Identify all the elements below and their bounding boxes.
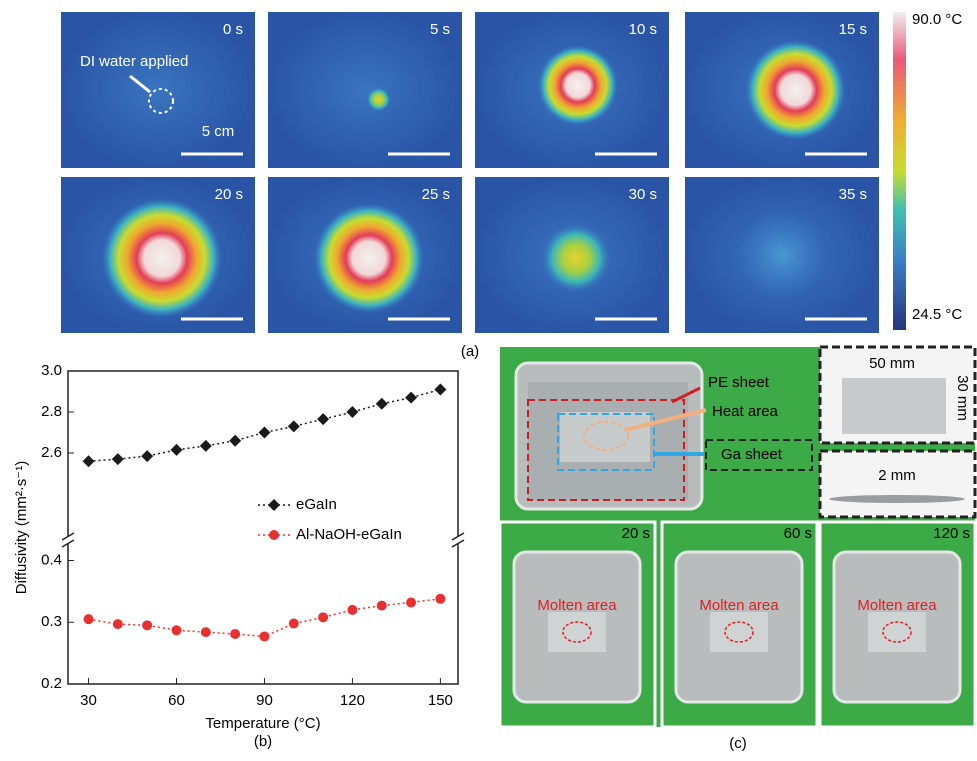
frame-time: 15 s	[839, 21, 867, 38]
marker	[406, 598, 416, 608]
y-tick-label: 2.6	[41, 444, 62, 461]
x-axis-label: Temperature (°C)	[205, 715, 320, 732]
marker	[318, 612, 328, 622]
hot-spot	[542, 224, 610, 292]
y-tick-label: 2.8	[41, 403, 62, 420]
pad	[710, 612, 768, 652]
dimension: 2 mm	[878, 467, 916, 484]
colorbar-min: 24.5 °C	[912, 306, 962, 323]
caption: (c)	[729, 735, 747, 752]
marker	[171, 625, 181, 635]
frame-time: 5 s	[430, 21, 450, 38]
hot-spot	[367, 87, 391, 111]
marker	[317, 413, 329, 425]
legend-label: eGaIn	[296, 496, 337, 513]
x-tick-label: 60	[168, 692, 185, 709]
scale-label: 5 cm	[202, 123, 235, 140]
marker	[170, 444, 182, 456]
marker	[142, 620, 152, 630]
x-tick-label: 150	[428, 692, 453, 709]
time-label: 20 s	[622, 525, 650, 542]
marker	[84, 614, 94, 624]
marker	[434, 383, 446, 395]
marker	[230, 629, 240, 639]
frame-time: 35 s	[839, 186, 867, 203]
series-line	[89, 389, 441, 461]
colorbar-max: 90.0 °C	[912, 11, 962, 28]
molten-label: Molten area	[537, 597, 617, 614]
y-axis-label: Diffusivity (mm²·s⁻¹)	[13, 461, 30, 594]
y-tick-label: 0.3	[41, 613, 62, 630]
panel-c: PE sheet Heat area Ga sheet 50 mm 30 mm …	[500, 347, 975, 727]
colorbar	[893, 12, 906, 330]
sheet-side	[829, 495, 965, 503]
hot-spot	[102, 198, 222, 318]
caption: (a)	[461, 343, 479, 360]
hot-spot	[538, 45, 618, 125]
marker	[83, 455, 95, 467]
marker	[288, 420, 300, 432]
y-tick-label: 0.4	[41, 551, 62, 568]
label: Heat area	[712, 403, 779, 420]
hot-spot	[746, 40, 846, 140]
x-tick-label: 120	[340, 692, 365, 709]
marker	[377, 601, 387, 611]
marker	[112, 453, 124, 465]
figure: 0 s 5 s 10 s 15 s 20 s 25 s 30 s 35 s DI water a…	[0, 0, 977, 756]
panel-b: 0.2 0.3 0.4 2.6 2.8 3.0 30 60 90 120 150 Temperatur…	[13, 362, 464, 750]
marker	[200, 440, 212, 452]
label: PE sheet	[708, 374, 770, 391]
panel-a: 0 s 5 s 10 s 15 s 20 s 25 s 30 s 35 s DI water a…	[61, 12, 879, 333]
dimension: 50 mm	[869, 355, 915, 372]
heat-pad	[560, 412, 650, 462]
marker	[259, 631, 269, 641]
time-label: 120 s	[933, 525, 970, 542]
y-tick-label: 3.0	[41, 362, 62, 379]
pad	[868, 612, 926, 652]
legend-marker	[268, 499, 280, 511]
marker	[229, 435, 241, 447]
caption: (b)	[254, 733, 272, 750]
hot-spot	[737, 210, 827, 300]
label: Ga sheet	[721, 446, 783, 463]
frame-time: 25 s	[422, 186, 450, 203]
marker	[258, 427, 270, 439]
marker	[405, 392, 417, 404]
time-label: 60 s	[784, 525, 812, 542]
legend-label: Al-NaOH-eGaIn	[296, 526, 402, 543]
marker	[141, 450, 153, 462]
marker	[346, 406, 358, 418]
inset	[820, 451, 975, 517]
marker	[201, 627, 211, 637]
marker	[376, 398, 388, 410]
dimension: 30 mm	[954, 375, 971, 421]
legend-marker	[269, 530, 279, 540]
frame-time: 30 s	[629, 186, 657, 203]
frame-time: 0 s	[223, 21, 243, 38]
annotation: DI water applied	[80, 53, 188, 70]
marker	[113, 619, 123, 629]
molten-label: Molten area	[857, 597, 937, 614]
marker	[347, 605, 357, 615]
x-tick-label: 30	[80, 692, 97, 709]
x-tick-label: 90	[256, 692, 273, 709]
series-line	[89, 599, 441, 637]
marker	[435, 594, 445, 604]
marker	[289, 618, 299, 628]
frame-time: 10 s	[629, 21, 657, 38]
hot-spot	[314, 203, 424, 313]
molten-label: Molten area	[699, 597, 779, 614]
y-tick-label: 0.2	[41, 675, 62, 692]
pad	[548, 612, 606, 652]
frame-time: 20 s	[215, 186, 243, 203]
sheet	[842, 378, 946, 434]
